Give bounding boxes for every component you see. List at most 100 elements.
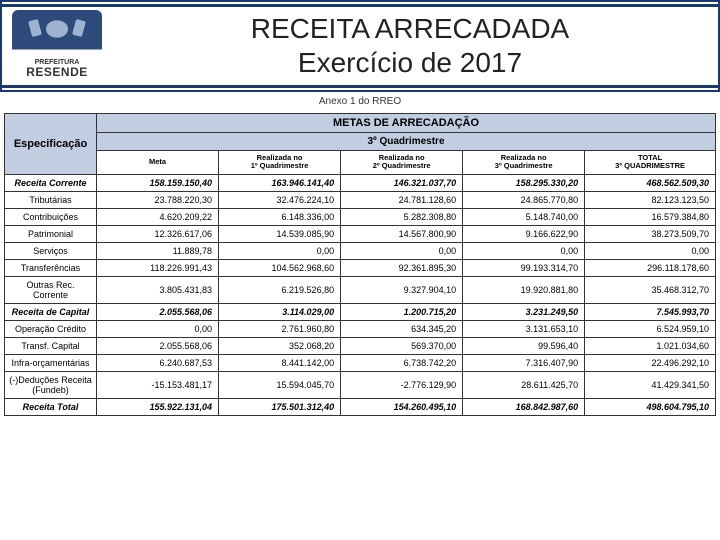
table-row: Operação Crédito0,002.761.960,80634.345,… <box>5 320 716 337</box>
cell: 154.260.495,10 <box>341 398 463 415</box>
cell: 0,00 <box>585 242 716 259</box>
cell: 22.496.292,10 <box>585 354 716 371</box>
cell: 352.068,20 <box>219 337 341 354</box>
table-row: Receita de Capital2.055.568,063.114.029,… <box>5 303 716 320</box>
cell: 7.545.993,70 <box>585 303 716 320</box>
cell: 41.429.341,50 <box>585 371 716 398</box>
row-label: Tributárias <box>5 191 97 208</box>
th-r3: Realizada no3º Quadrimestre <box>463 151 585 175</box>
cell: 175.501.312,40 <box>219 398 341 415</box>
cell: 4.620.209,22 <box>97 208 219 225</box>
cell: 569.370,00 <box>341 337 463 354</box>
cell: 5.148.740,00 <box>463 208 585 225</box>
th-total: TOTAL3º QUADRIMESTRE <box>585 151 716 175</box>
anexo-label: Anexo 1 do RREO <box>0 92 720 113</box>
logo: PREFEITURA RESENDE <box>12 10 102 82</box>
cell: 0,00 <box>463 242 585 259</box>
cell: 11.889,78 <box>97 242 219 259</box>
row-label: (-)Deduções Receita (Fundeb) <box>5 371 97 398</box>
row-label: Outras Rec. Corrente <box>5 276 97 303</box>
cell: 0,00 <box>219 242 341 259</box>
cell: 0,00 <box>341 242 463 259</box>
cell: 12.326.617,06 <box>97 225 219 242</box>
row-label: Receita Total <box>5 398 97 415</box>
cell: 1.200.715,20 <box>341 303 463 320</box>
cell: 3.114.029,00 <box>219 303 341 320</box>
cell: 104.562.968,60 <box>219 259 341 276</box>
cell: 118.226.991,43 <box>97 259 219 276</box>
cell: 14.567.800,90 <box>341 225 463 242</box>
cell: 24.781.128,60 <box>341 191 463 208</box>
table-row: Transferências118.226.991,43104.562.968,… <box>5 259 716 276</box>
cell: 158.159.150,40 <box>97 174 219 191</box>
cell: 2.055.568,06 <box>97 337 219 354</box>
cell: 23.788.220,30 <box>97 191 219 208</box>
cell: -2.776.129,90 <box>341 371 463 398</box>
cell: 24.865.770,80 <box>463 191 585 208</box>
cell: 168.842.987,60 <box>463 398 585 415</box>
th-r2: Realizada no2º Quadrimestre <box>341 151 463 175</box>
cell: 82.123.123,50 <box>585 191 716 208</box>
cell: 5.282.308,80 <box>341 208 463 225</box>
page-title: RECEITA ARRECADADA Exercício de 2017 <box>102 12 718 79</box>
cell: 9.327.904,10 <box>341 276 463 303</box>
cell: 3.231.249,50 <box>463 303 585 320</box>
cell: 498.604.795,10 <box>585 398 716 415</box>
revenue-table: EspecificaçãoMETAS DE ARRECADAÇÃO3º Quad… <box>4 113 716 416</box>
cell: 6.240.687,53 <box>97 354 219 371</box>
row-label: Contribuições <box>5 208 97 225</box>
row-label: Transf. Capital <box>5 337 97 354</box>
cell: 163.946.141,40 <box>219 174 341 191</box>
cell: 634.345,20 <box>341 320 463 337</box>
row-label: Patrimonial <box>5 225 97 242</box>
cell: 9.166.622,90 <box>463 225 585 242</box>
logo-text: PREFEITURA RESENDE <box>26 59 88 78</box>
cell: 16.579.384,80 <box>585 208 716 225</box>
cell: 92.361.895,30 <box>341 259 463 276</box>
cell: 0,00 <box>97 320 219 337</box>
cell: 38.273.509,70 <box>585 225 716 242</box>
table-row: Transf. Capital2.055.568,06352.068,20569… <box>5 337 716 354</box>
cell: 32.476.224,10 <box>219 191 341 208</box>
row-label: Transferências <box>5 259 97 276</box>
table-row: Patrimonial12.326.617,0614.539.085,9014.… <box>5 225 716 242</box>
row-label: Infra-orçamentárias <box>5 354 97 371</box>
logo-line2: RESENDE <box>26 66 88 78</box>
table-row: Contribuições4.620.209,226.148.336,005.2… <box>5 208 716 225</box>
row-label: Receita Corrente <box>5 174 97 191</box>
title-bar: PREFEITURA RESENDE RECEITA ARRECADADA Ex… <box>0 0 720 92</box>
cell: 15.594.045,70 <box>219 371 341 398</box>
cell: 2.761.960,80 <box>219 320 341 337</box>
table-row: Receita Total155.922.131,04175.501.312,4… <box>5 398 716 415</box>
cell: 6.738.742,20 <box>341 354 463 371</box>
cell: 158.295.330,20 <box>463 174 585 191</box>
th-r1: Realizada no1º Quadrimestre <box>219 151 341 175</box>
cell: 3.131.653,10 <box>463 320 585 337</box>
cell: 468.562.509,30 <box>585 174 716 191</box>
th-meta: Meta <box>97 151 219 175</box>
cell: 14.539.085,90 <box>219 225 341 242</box>
table-body: Receita Corrente158.159.150,40163.946.14… <box>5 174 716 415</box>
table-row: Receita Corrente158.159.150,40163.946.14… <box>5 174 716 191</box>
cell: 35.468.312,70 <box>585 276 716 303</box>
title-line1: RECEITA ARRECADADA <box>102 12 718 46</box>
row-label: Receita de Capital <box>5 303 97 320</box>
row-label: Operação Crédito <box>5 320 97 337</box>
cell: 99.193.314,70 <box>463 259 585 276</box>
cell: 8.441.142,00 <box>219 354 341 371</box>
th-quad: 3º Quadrimestre <box>97 133 716 151</box>
table-row: Serviços11.889,780,000,000,000,00 <box>5 242 716 259</box>
cell: 99.596,40 <box>463 337 585 354</box>
cell: 155.922.131,04 <box>97 398 219 415</box>
crest-icon <box>38 14 76 44</box>
cell: 28.611.425,70 <box>463 371 585 398</box>
table-row: Outras Rec. Corrente3.805.431,836.219.52… <box>5 276 716 303</box>
cell: -15.153.481,17 <box>97 371 219 398</box>
cell: 1.021.034,60 <box>585 337 716 354</box>
cell: 2.055.568,06 <box>97 303 219 320</box>
table-row: Infra-orçamentárias6.240.687,538.441.142… <box>5 354 716 371</box>
cell: 19.920.881,80 <box>463 276 585 303</box>
cell: 3.805.431,83 <box>97 276 219 303</box>
th-metas: METAS DE ARRECADAÇÃO <box>97 114 716 133</box>
cell: 146.321.037,70 <box>341 174 463 191</box>
